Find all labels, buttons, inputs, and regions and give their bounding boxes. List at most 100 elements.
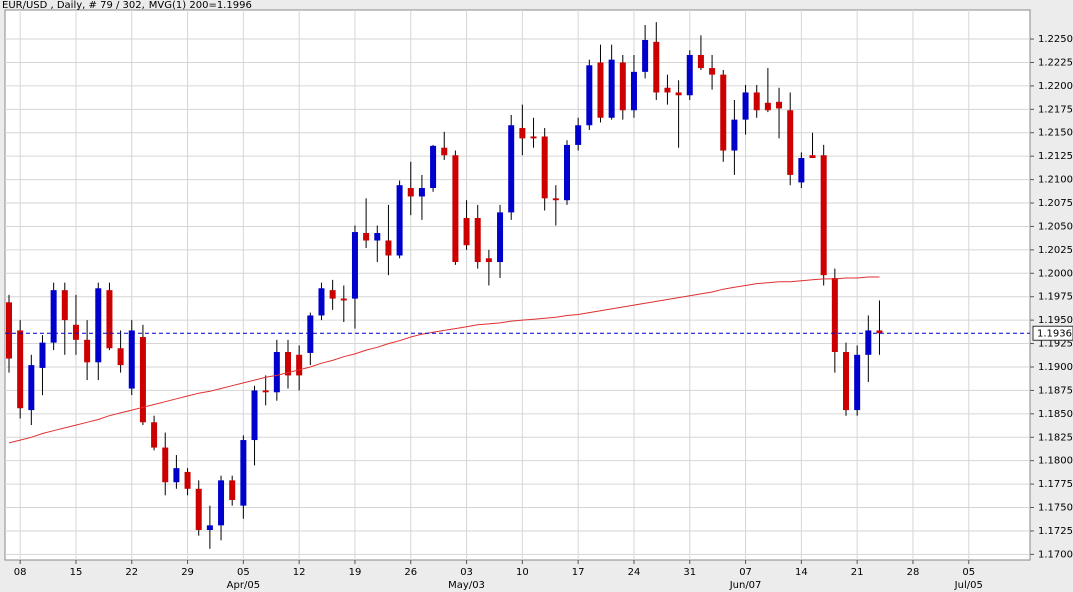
- candle-body: [385, 240, 392, 256]
- candle-body: [530, 136, 537, 139]
- candle-body: [731, 119, 738, 151]
- candle-body: [128, 330, 135, 389]
- candle-body: [474, 218, 481, 263]
- candle-body: [418, 188, 425, 197]
- plot-area: [4, 9, 1031, 561]
- x-tick-label: 31: [683, 567, 696, 578]
- candle-body: [139, 337, 146, 423]
- candle-body: [50, 290, 57, 343]
- candle-body: [195, 488, 202, 531]
- y-tick-label: 1.2025: [1038, 245, 1073, 256]
- x-month-label: Jul/05: [954, 580, 983, 591]
- candle-body: [753, 92, 760, 111]
- candle-body: [564, 144, 570, 201]
- candle-body: [6, 302, 12, 359]
- indicator-label: MVG(1) 200=1.1996: [149, 0, 252, 11]
- candle-body: [619, 62, 626, 111]
- candle-body: [117, 348, 124, 366]
- candle-body: [865, 330, 872, 355]
- candle-body: [363, 232, 370, 241]
- candle-body: [709, 68, 716, 75]
- candle-body: [84, 339, 91, 363]
- candle-body: [642, 39, 649, 72]
- candle-body: [831, 277, 838, 352]
- candle-body: [61, 290, 68, 321]
- x-tick-label: 26: [404, 567, 417, 578]
- y-tick-label: 1.1900: [1038, 362, 1073, 373]
- x-tick-label: 28: [907, 567, 920, 578]
- candle-body: [307, 315, 314, 353]
- y-tick-label: 1.2125: [1038, 151, 1073, 162]
- x-tick-label: 15: [70, 567, 83, 578]
- candle-body: [162, 447, 169, 483]
- candle-body: [184, 471, 191, 489]
- candle-body: [95, 288, 102, 363]
- x-tick-label: 22: [125, 567, 138, 578]
- candle-body: [251, 390, 258, 441]
- candle-body: [463, 218, 470, 246]
- y-tick-label: 1.2250: [1038, 34, 1073, 45]
- x-tick-label: 17: [572, 567, 585, 578]
- candle-body: [374, 232, 381, 241]
- y-tick-label: 1.2150: [1038, 128, 1073, 139]
- candle-body: [809, 155, 816, 159]
- candle-body: [72, 324, 79, 340]
- y-tick-label: 1.1750: [1038, 503, 1073, 514]
- y-tick-label: 1.1850: [1038, 409, 1073, 420]
- x-tick-label: 05: [237, 567, 250, 578]
- candle-body: [675, 92, 682, 96]
- x-tick-label: 29: [181, 567, 194, 578]
- y-tick-label: 1.2000: [1038, 268, 1073, 279]
- candle-body: [776, 101, 783, 109]
- candle-body: [240, 440, 247, 506]
- candle-body: [441, 147, 448, 156]
- candle-body: [206, 525, 213, 531]
- candle-body: [843, 351, 849, 411]
- candle-body: [229, 480, 236, 501]
- x-month-label: May/03: [448, 580, 485, 591]
- x-tick-label: 24: [628, 567, 641, 578]
- candle-body: [273, 351, 280, 393]
- candle-body: [820, 155, 827, 276]
- y-tick-label: 1.2075: [1038, 198, 1073, 209]
- moving-average-line: [8, 276, 880, 444]
- x-tick-label: 21: [851, 567, 864, 578]
- candle-body: [720, 74, 727, 151]
- candle-body: [17, 330, 24, 409]
- candle-body: [218, 480, 225, 526]
- candle-body: [340, 298, 347, 301]
- candle-body: [575, 125, 582, 145]
- candle-body: [430, 145, 437, 189]
- candle-body: [876, 330, 883, 334]
- candle-body: [787, 110, 794, 175]
- candle-body: [630, 71, 637, 111]
- y-tick-label: 1.1825: [1038, 432, 1073, 443]
- candle-body: [452, 155, 459, 263]
- candle-body: [597, 62, 604, 118]
- candle-body: [854, 354, 861, 411]
- candle-body: [106, 290, 113, 349]
- x-tick-label: 03: [460, 567, 473, 578]
- x-tick-label: 08: [14, 567, 27, 578]
- candle-body: [664, 87, 671, 93]
- candle-body: [686, 54, 693, 96]
- y-tick-label: 1.1800: [1038, 456, 1073, 467]
- candle-body: [586, 65, 593, 126]
- candle-body: [653, 41, 660, 93]
- x-month-label: Apr/05: [227, 580, 260, 591]
- last-price-box: [1032, 325, 1073, 341]
- candle-body: [742, 92, 749, 120]
- candle-body: [798, 158, 805, 183]
- y-tick-label: 1.1700: [1038, 549, 1073, 560]
- candle-body: [151, 422, 158, 448]
- x-tick-label: 19: [349, 567, 362, 578]
- x-tick-label: 10: [516, 567, 529, 578]
- x-tick-label: 05: [962, 567, 975, 578]
- candle-body: [262, 390, 269, 393]
- x-tick-label: 14: [795, 567, 808, 578]
- y-tick-label: 1.2225: [1038, 57, 1073, 68]
- candle-body: [318, 288, 325, 316]
- chart-title: EUR/USD , Daily, # 79 / 302,: [2, 0, 145, 11]
- candle-body: [552, 198, 559, 201]
